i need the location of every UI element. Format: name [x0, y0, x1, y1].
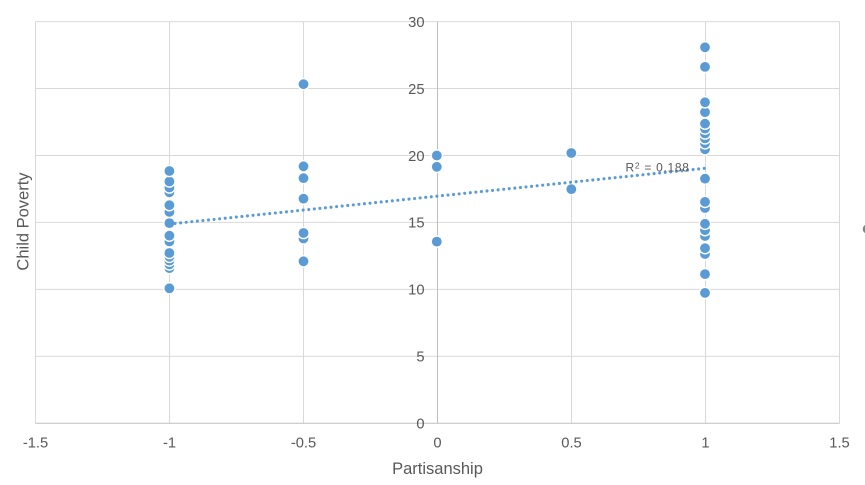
svg-text:Partisanship: Partisanship [392, 460, 483, 478]
svg-text:Child Poverty: Child Poverty [15, 172, 33, 271]
svg-text:0: 0 [416, 417, 424, 433]
svg-text:10: 10 [408, 283, 424, 299]
svg-text:1: 1 [701, 436, 709, 452]
svg-text:-1: -1 [163, 436, 176, 452]
svg-text:20: 20 [408, 149, 424, 165]
svg-text:0.5: 0.5 [561, 436, 581, 452]
svg-text:0: 0 [433, 436, 441, 452]
svg-text:30: 30 [408, 15, 424, 31]
svg-text:15: 15 [408, 216, 424, 232]
svg-text:1.5: 1.5 [829, 436, 849, 452]
svg-text:-1.5: -1.5 [23, 436, 48, 452]
svg-text:5: 5 [416, 350, 424, 366]
svg-text:-0.5: -0.5 [291, 436, 316, 452]
svg-text:R2 = 0.188: R2 = 0.188 [626, 160, 690, 174]
svg-text:25: 25 [408, 82, 424, 98]
